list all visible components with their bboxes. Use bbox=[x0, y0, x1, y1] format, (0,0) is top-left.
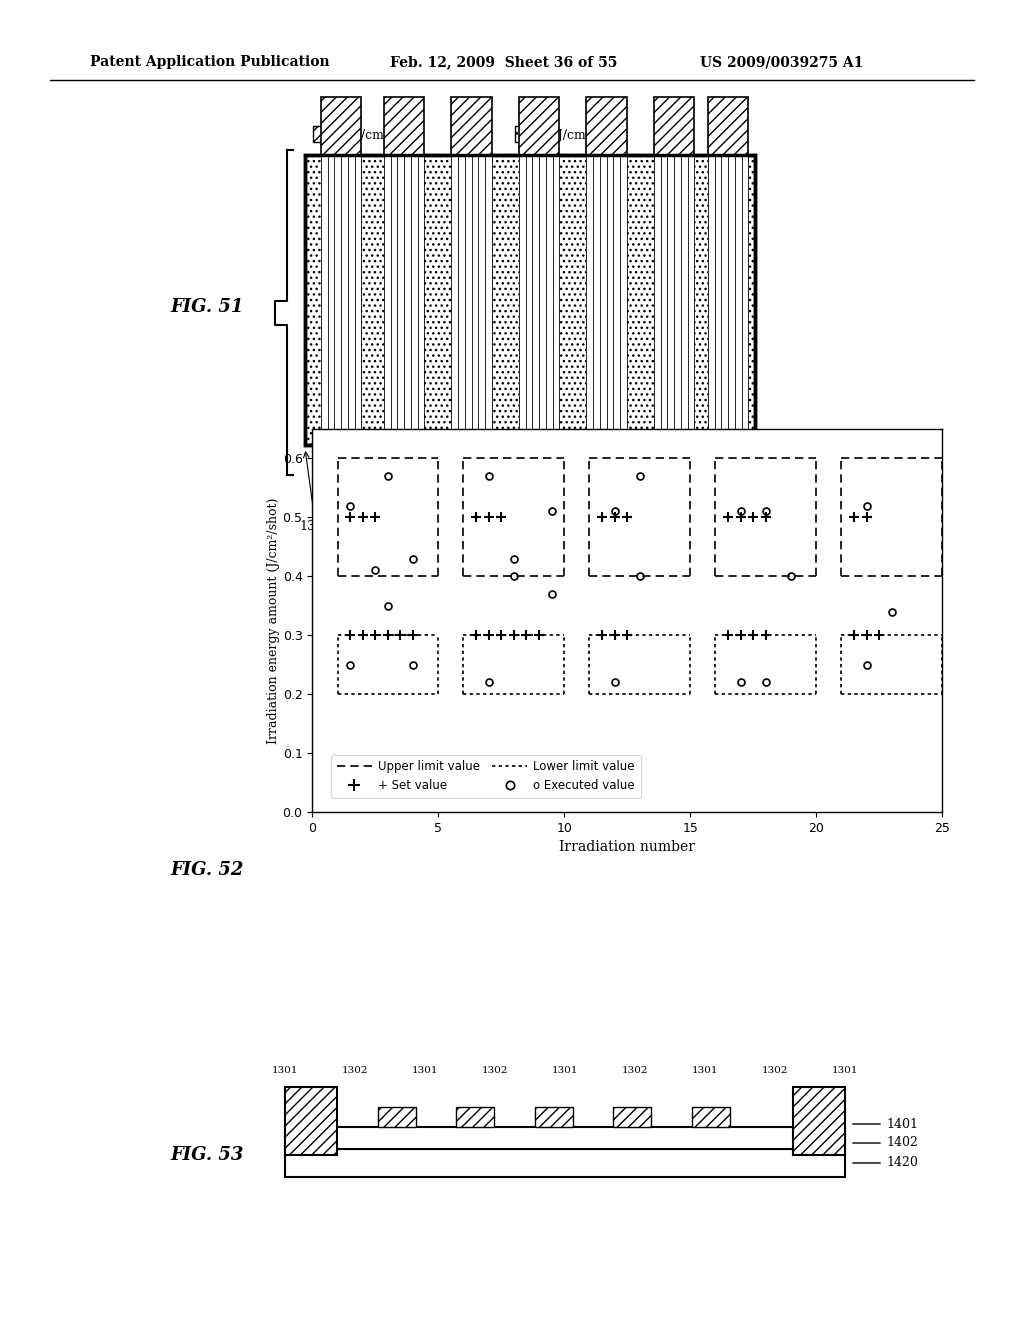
Text: Feb. 12, 2009  Sheet 36 of 55: Feb. 12, 2009 Sheet 36 of 55 bbox=[390, 55, 617, 69]
Bar bbox=[321, 96, 361, 154]
Text: 1302: 1302 bbox=[762, 1067, 788, 1074]
Text: 1300: 1300 bbox=[721, 502, 753, 515]
Legend: Upper limit value, + Set value, Lower limit value, o Executed value: Upper limit value, + Set value, Lower li… bbox=[331, 755, 641, 799]
Text: 1301: 1301 bbox=[692, 1067, 718, 1074]
Text: 1301: 1301 bbox=[271, 1067, 298, 1074]
Text: Patent Application Publication: Patent Application Publication bbox=[90, 55, 330, 69]
Bar bbox=[457, 1107, 495, 1127]
Bar bbox=[321, 157, 361, 444]
Bar bbox=[519, 157, 559, 444]
Bar bbox=[452, 157, 492, 444]
Bar bbox=[285, 1148, 845, 1177]
Bar bbox=[613, 1107, 651, 1127]
Bar bbox=[452, 445, 492, 500]
Text: US 2009/0039275 A1: US 2009/0039275 A1 bbox=[700, 55, 863, 69]
Bar bbox=[708, 157, 749, 444]
Text: 0.5J/cm²/shot: 0.5J/cm²/shot bbox=[538, 128, 622, 141]
Text: 1420: 1420 bbox=[886, 1156, 918, 1170]
Bar bbox=[587, 445, 627, 500]
Text: FIG. 51: FIG. 51 bbox=[170, 298, 244, 317]
Text: 1402: 1402 bbox=[886, 1137, 918, 1150]
Text: 1302: 1302 bbox=[342, 1067, 369, 1074]
Bar bbox=[285, 1127, 845, 1148]
Text: 0.3J/cm²/shot: 0.3J/cm²/shot bbox=[336, 128, 420, 141]
Bar bbox=[378, 1107, 416, 1127]
Text: FIG. 53: FIG. 53 bbox=[170, 1146, 244, 1164]
Text: 1302: 1302 bbox=[481, 1067, 508, 1074]
Bar bbox=[515, 125, 534, 143]
Bar bbox=[653, 157, 694, 444]
Bar bbox=[708, 445, 749, 500]
Bar bbox=[305, 154, 755, 445]
Bar bbox=[384, 96, 424, 154]
Bar bbox=[519, 96, 559, 154]
Bar bbox=[519, 445, 559, 500]
Text: 1302: 1302 bbox=[622, 1067, 648, 1074]
Text: 1302: 1302 bbox=[388, 502, 420, 515]
Text: 1301: 1301 bbox=[552, 1067, 579, 1074]
Bar bbox=[384, 445, 424, 500]
Y-axis label: Irradiation energy amount (J/cm²/shot): Irradiation energy amount (J/cm²/shot) bbox=[267, 498, 280, 743]
Bar bbox=[535, 1107, 572, 1127]
Bar bbox=[313, 125, 331, 143]
Bar bbox=[691, 1107, 729, 1127]
Bar bbox=[384, 157, 424, 444]
Text: 1401: 1401 bbox=[886, 1118, 918, 1130]
Text: 1301: 1301 bbox=[299, 520, 331, 533]
Bar bbox=[305, 154, 755, 445]
Bar bbox=[653, 96, 694, 154]
Bar bbox=[653, 445, 694, 500]
Text: 1301: 1301 bbox=[412, 1067, 438, 1074]
X-axis label: Irradiation number: Irradiation number bbox=[559, 840, 695, 854]
Text: FIG. 52: FIG. 52 bbox=[170, 861, 244, 879]
Bar bbox=[793, 1086, 845, 1155]
Bar bbox=[321, 445, 361, 500]
Text: 1301: 1301 bbox=[831, 1067, 858, 1074]
Bar bbox=[285, 1086, 337, 1155]
Bar bbox=[587, 96, 627, 154]
Bar bbox=[708, 96, 749, 154]
Bar bbox=[587, 157, 627, 444]
Bar bbox=[452, 96, 492, 154]
